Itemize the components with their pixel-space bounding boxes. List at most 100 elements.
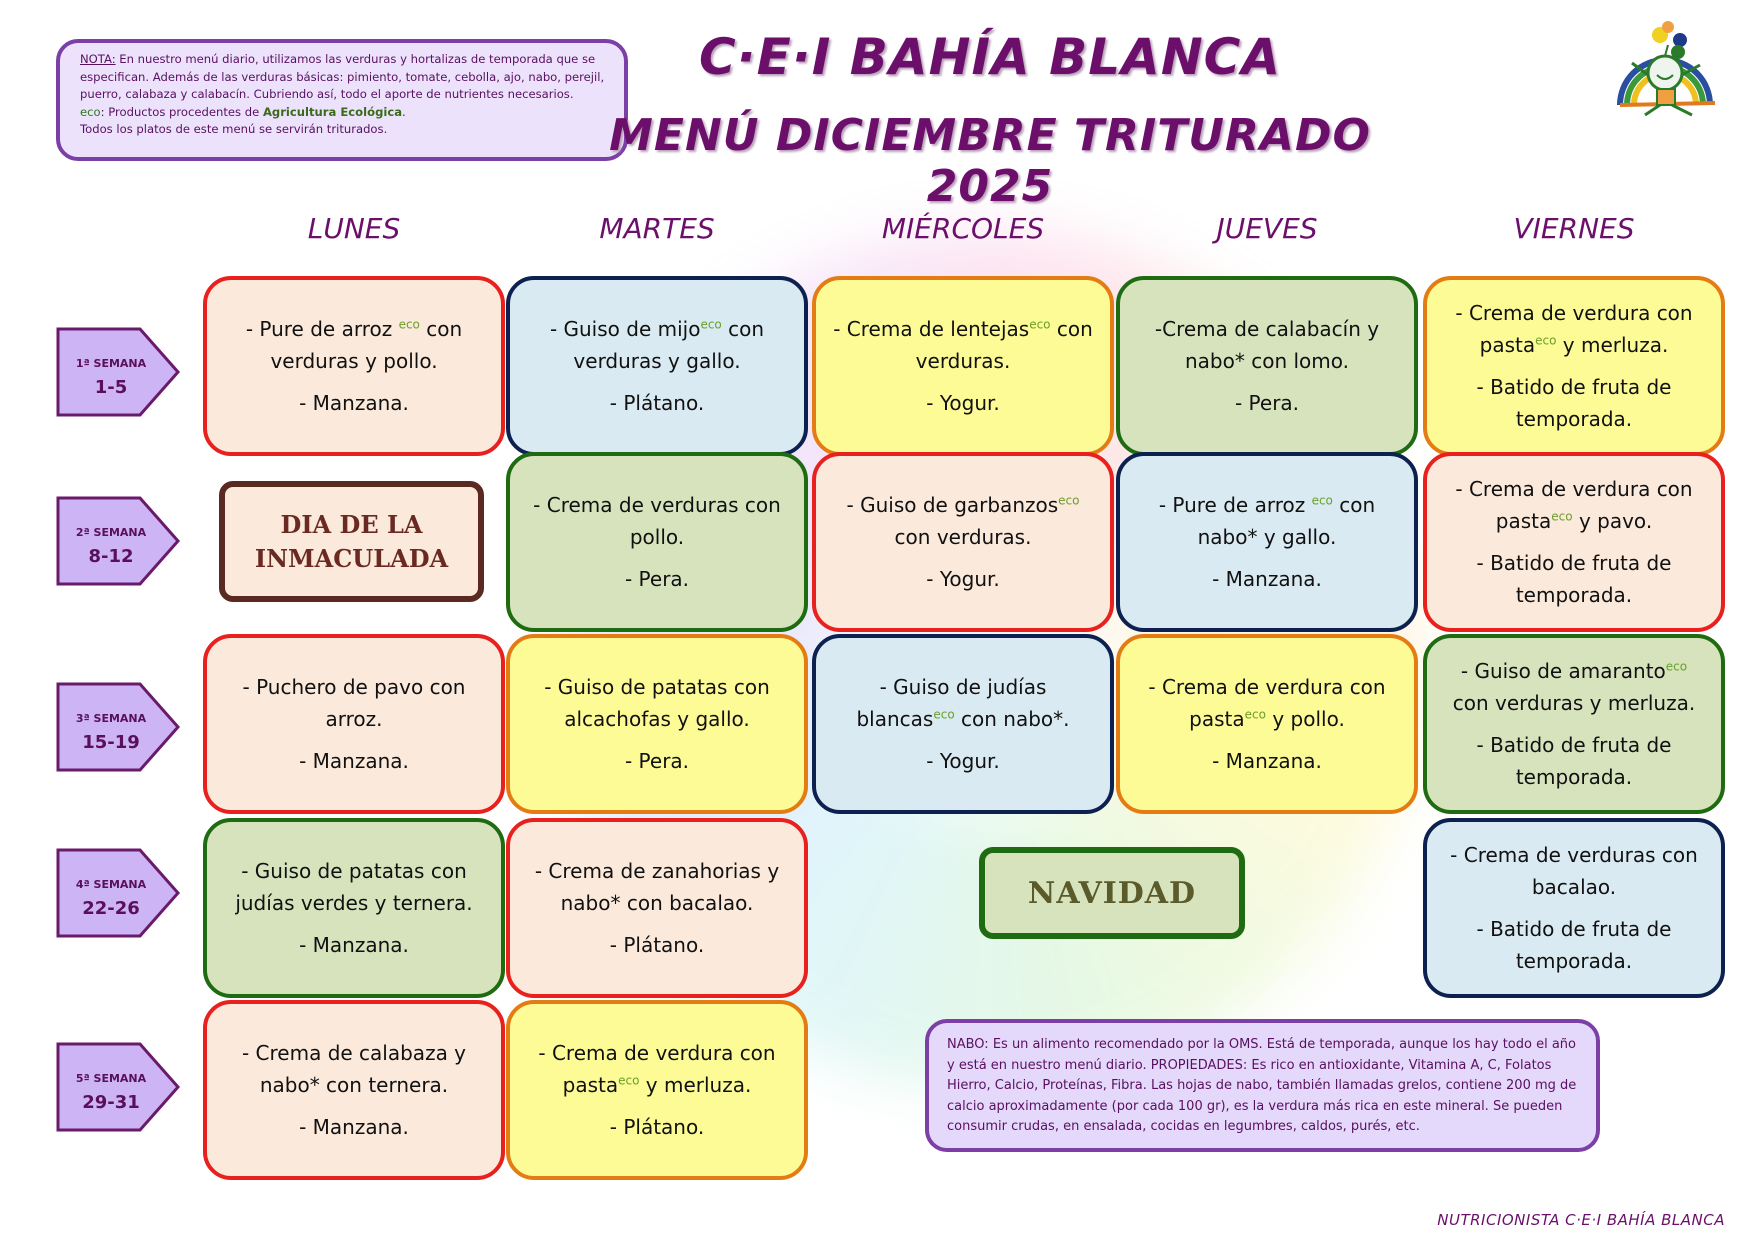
dish-text: - Batido de fruta de temporada.	[1476, 551, 1672, 607]
dessert: - Pera.	[1235, 387, 1299, 419]
dish-text: - Puchero de pavo con arroz.	[242, 675, 466, 731]
dish-text: - Plátano.	[609, 391, 705, 415]
day-header: LUNES	[307, 212, 401, 245]
week-number: 4ª SEMANA	[75, 878, 147, 891]
menu-cell: - Guiso de patatas con alcachofas y gall…	[506, 634, 808, 814]
main-dish: - Crema de lentejaseco con verduras.	[832, 313, 1094, 377]
week-arrow-shape	[56, 496, 181, 586]
note-text: En nuestro menú diario, utilizamos las v…	[80, 52, 605, 101]
dish-text: y pavo.	[1572, 509, 1653, 533]
dessert: - Manzana.	[299, 929, 409, 961]
main-dish: - Crema de verduras con pollo.	[526, 489, 788, 553]
dessert: - Batido de fruta de temporada.	[1443, 729, 1705, 793]
nabo-info-text: NABO: Es un alimento recomendado por la …	[947, 1037, 1577, 1134]
dish-text: - Crema de zanahorias y nabo* con bacala…	[534, 859, 780, 915]
dessert: - Plátano.	[610, 929, 704, 961]
eco-badge: eco	[700, 317, 722, 332]
menu-cell: -Crema de calabacín y nabo* con lomo. - P…	[1116, 276, 1418, 456]
menu-cell: - Crema de verdura con pastaeco y merluz…	[506, 1000, 808, 1180]
week-number: 5ª SEMANA	[75, 1072, 147, 1085]
dessert: - Yogur.	[926, 563, 1000, 595]
dish-text: - Batido de fruta de temporada.	[1476, 375, 1672, 431]
dish-text: - Plátano.	[609, 1115, 705, 1139]
menu-cell: - Guiso de judías blancaseco con nabo*. -…	[812, 634, 1114, 814]
eco-label: eco	[80, 104, 101, 119]
main-dish: - Crema de verdura con pastaeco y pavo.	[1443, 473, 1705, 537]
day-header: MIÉRCOLES	[881, 212, 1045, 245]
dish-text: - Crema de verduras con bacalao.	[1450, 843, 1698, 899]
dish-text: - Manzana.	[1212, 567, 1322, 591]
dish-text: - Guiso de patatas con alcachofas y gall…	[544, 675, 770, 731]
menu-cell: - Puchero de pavo con arroz. - Manzana.	[203, 634, 505, 814]
eco-badge: eco	[1311, 493, 1333, 508]
dish-text: - Crema de calabaza y nabo* con ternera.	[241, 1041, 467, 1097]
dish-text: - Pera.	[1234, 391, 1300, 415]
note-label: NOTA:	[80, 52, 116, 66]
dish-text: - Pure de arroz	[245, 317, 399, 341]
school-logo-icon	[1617, 21, 1716, 117]
week-label: 1ª SEMANA 1-5	[56, 327, 182, 417]
dish-text: con verduras y pollo.	[270, 317, 463, 373]
menu-cell: - Crema de zanahorias y nabo* con bacala…	[506, 818, 808, 998]
dish-text: - Batido de fruta de temporada.	[1476, 917, 1672, 973]
dish-text: - Yogur.	[926, 567, 1000, 591]
dish-text: - Manzana.	[299, 933, 409, 957]
week-label: 2ª SEMANA 8-12	[56, 496, 182, 586]
main-dish: - Crema de zanahorias y nabo* con bacala…	[526, 855, 788, 919]
dish-text: - Yogur.	[926, 749, 1000, 773]
eco-badge: eco	[1029, 317, 1051, 332]
dish-text: - Guiso de mijo	[549, 317, 701, 341]
dish-text: - Pera.	[624, 567, 690, 591]
dish-text: con verduras.	[915, 317, 1093, 373]
main-dish: - Guiso de judías blancaseco con nabo*.	[832, 671, 1094, 735]
eco-badge: eco	[1058, 493, 1080, 508]
dish-text: - Manzana.	[1212, 749, 1322, 773]
dish-text: - Crema de verdura con pasta	[1455, 301, 1693, 357]
dessert: - Manzana.	[299, 387, 409, 419]
dish-text: con nabo*.	[954, 707, 1070, 731]
dish-text: - Pera.	[624, 749, 690, 773]
dish-text: y merluza.	[1556, 333, 1669, 357]
dessert: - Pera.	[625, 563, 689, 595]
menu-cell: - Crema de lentejaseco con verduras. - Yo…	[812, 276, 1114, 456]
dessert: - Yogur.	[926, 745, 1000, 777]
eco-badge: eco	[398, 317, 420, 332]
dish-text: - Crema de verduras con pollo.	[533, 493, 781, 549]
eco-badge: eco	[618, 1073, 640, 1088]
week-dates: 22-26	[82, 898, 140, 919]
dessert: - Plátano.	[610, 1111, 704, 1143]
day-header: MARTES	[599, 212, 715, 245]
dish-text: - Plátano.	[609, 933, 705, 957]
menu-cell: - Pure de arroz eco con nabo* y gallo. - …	[1116, 452, 1418, 632]
menu-cell: - Guiso de garbanzoseco con verduras. - Y…	[812, 452, 1114, 632]
menu-cell: - Crema de verduras con bacalao. - Batido…	[1423, 818, 1725, 998]
dish-text: con verduras.	[894, 525, 1032, 549]
dessert: - Manzana.	[299, 1111, 409, 1143]
dish-text: - Crema de verdura con pasta	[1148, 675, 1386, 731]
dessert: - Pera.	[625, 745, 689, 777]
dish-text: - Guiso de amaranto	[1460, 659, 1666, 683]
dish-text: con verduras y gallo.	[573, 317, 765, 373]
week-dates: 29-31	[82, 1092, 140, 1113]
dish-text: - Manzana.	[299, 391, 409, 415]
week-dates: 1-5	[94, 377, 128, 398]
dish-text: - Guiso de patatas con judías verdes y t…	[235, 859, 473, 915]
dish-text: - Manzana.	[299, 749, 409, 773]
main-dish: -Crema de calabacín y nabo* con lomo.	[1136, 313, 1398, 377]
week-label: 5ª SEMANA 29-31	[56, 1042, 182, 1132]
menu-title: MENÚ DICIEMBRE TRITURADO 2025	[609, 110, 1371, 212]
main-dish: - Guiso de garbanzoseco con verduras.	[832, 489, 1094, 553]
week-number: 3ª SEMANA	[75, 712, 147, 725]
dish-text: - Manzana.	[299, 1115, 409, 1139]
dessert: - Batido de fruta de temporada.	[1443, 371, 1705, 435]
dessert: - Manzana.	[1212, 563, 1322, 595]
eco-text: : Productos procedentes de	[100, 104, 263, 119]
note-last: Todos los platos de este menú se servirá…	[80, 122, 388, 136]
eco-end: .	[402, 104, 406, 119]
dish-text: - Guiso de judías blancas	[856, 675, 1047, 731]
main-dish: - Crema de verdura con pastaeco y merluz…	[526, 1037, 788, 1101]
week-number: 2ª SEMANA	[75, 526, 147, 539]
dessert: - Plátano.	[610, 387, 704, 419]
holiday-inmaculada-label: DIA DE LA INMACULADA	[254, 509, 449, 573]
week-dates: 15-19	[82, 732, 140, 753]
